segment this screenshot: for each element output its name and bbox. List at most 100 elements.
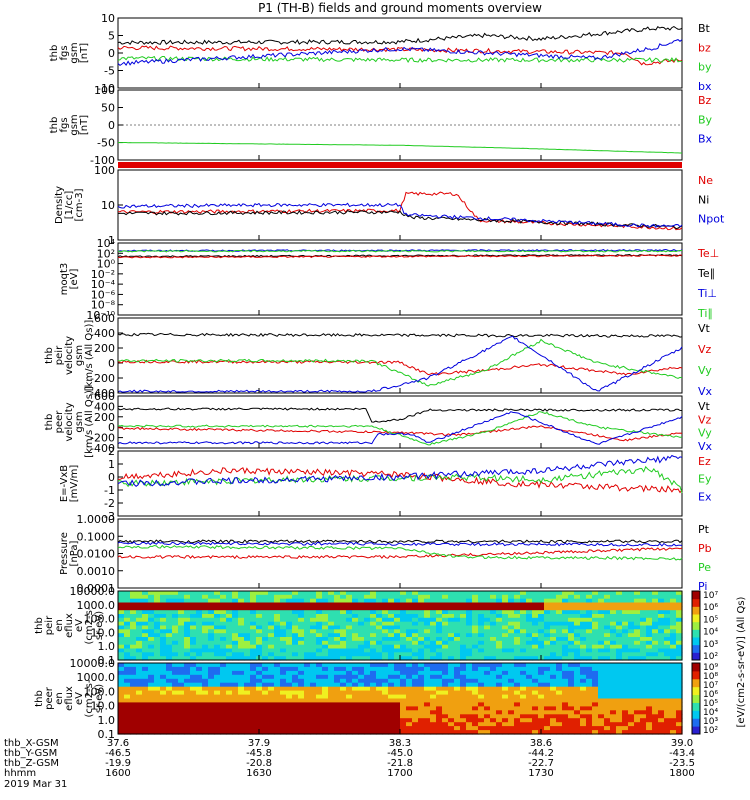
- spectrogram-cell: [244, 666, 251, 672]
- spectrogram-cell: [532, 629, 539, 634]
- spectrogram-cell: [598, 670, 605, 676]
- spectrogram-cell: [160, 633, 167, 638]
- spectrogram-cell: [472, 702, 479, 707]
- spectrogram-cell: [124, 637, 131, 642]
- spectrogram-cell: [538, 710, 545, 715]
- spectrogram-cell: [646, 730, 653, 735]
- spectrogram-cell: [412, 617, 419, 623]
- y-axis-label: moqt3: [59, 263, 70, 296]
- spectrogram-cell: [124, 686, 131, 692]
- spectrogram-cell: [262, 640, 269, 646]
- spectrogram-cell: [136, 710, 143, 715]
- spectrogram-cell: [346, 698, 353, 703]
- spectrogram-cell: [238, 714, 245, 719]
- spectrogram-cell: [316, 633, 323, 638]
- spectrogram-cell: [172, 629, 179, 634]
- spectrogram-cell: [346, 614, 353, 619]
- spectrogram-cell: [160, 730, 167, 735]
- spectrogram-cell: [472, 694, 479, 700]
- x-tick-label: -19.9: [105, 758, 131, 769]
- spectrogram-cell: [250, 629, 257, 634]
- spectrogram-cell: [598, 682, 605, 688]
- spectrogram-cell: [238, 591, 245, 596]
- spectrogram-cell: [544, 621, 551, 627]
- spectrogram-cell: [568, 690, 575, 696]
- spectrogram-cell: [400, 666, 407, 672]
- spectrogram-cell: [154, 666, 161, 672]
- spectrogram-cell: [232, 594, 239, 600]
- colorbar-segment: [692, 718, 700, 727]
- spectrogram-cell: [496, 648, 503, 653]
- spectrogram-cell: [358, 656, 365, 661]
- spectrogram-cell: [472, 718, 479, 723]
- spectrogram-cell: [496, 610, 503, 615]
- spectrogram-cell: [364, 714, 371, 719]
- x-tick-label: 38.6: [530, 738, 552, 749]
- spectrogram-cell: [358, 625, 365, 630]
- spectrogram-cell: [586, 726, 593, 731]
- spectrogram-cell: [442, 610, 449, 615]
- spectrogram-cell: [460, 640, 467, 646]
- spectrogram-cell: [364, 610, 371, 615]
- spectrogram-cell: [568, 594, 575, 600]
- spectrogram-cell: [436, 640, 443, 646]
- spectrogram-cell: [340, 686, 347, 692]
- spectrogram-cell: [280, 694, 287, 700]
- spectrogram-cell: [322, 666, 329, 672]
- spectrogram-cell: [346, 666, 353, 672]
- spectrogram-cell: [646, 674, 653, 680]
- spectrogram-cell: [172, 726, 179, 731]
- spectrogram-cell: [184, 629, 191, 634]
- spectrogram-cell: [346, 610, 353, 615]
- spectrogram-cell: [448, 714, 455, 719]
- spectrogram-cell: [196, 698, 203, 703]
- spectrogram-cell: [496, 656, 503, 661]
- spectrogram-cell: [580, 666, 587, 672]
- spectrogram-cell: [298, 718, 305, 723]
- spectrogram-cell: [268, 602, 275, 607]
- spectrogram-cell: [178, 637, 185, 642]
- spectrogram-cell: [532, 698, 539, 703]
- spectrogram-cell: [574, 706, 581, 711]
- spectrogram-cell: [208, 648, 215, 653]
- spectrogram-cell: [358, 652, 365, 657]
- spectrogram-cell: [298, 726, 305, 731]
- spectrogram-cell: [382, 678, 389, 684]
- spectrogram-cell: [514, 656, 521, 661]
- spectrogram-cell: [166, 730, 173, 735]
- spectrogram-cell: [466, 730, 473, 735]
- spectrogram-cell: [490, 656, 497, 661]
- spectrogram-cell: [178, 674, 185, 680]
- spectrogram-cell: [604, 674, 611, 680]
- colorbar-segment: [692, 702, 700, 711]
- spectrogram-cell: [616, 606, 623, 611]
- spectrogram-cell: [208, 710, 215, 715]
- spectrogram-cell: [190, 621, 197, 627]
- spectrogram-cell: [376, 648, 383, 653]
- spectrogram-cell: [184, 726, 191, 731]
- spectrogram-cell: [124, 617, 131, 623]
- spectrogram-cell: [184, 637, 191, 642]
- spectrogram-cell: [676, 652, 683, 657]
- spectrogram-cell: [550, 730, 557, 735]
- spectrogram-cell: [646, 698, 653, 703]
- spectrogram-cell: [316, 644, 323, 650]
- spectrogram-cell: [376, 698, 383, 703]
- spectrogram-cell: [274, 640, 281, 646]
- spectrogram-cell: [556, 621, 563, 627]
- spectrogram-cell: [364, 591, 371, 596]
- spectrogram-cell: [640, 686, 647, 692]
- spectrogram-cell: [478, 602, 485, 607]
- spectrogram-cell: [142, 610, 149, 615]
- x-tick-label: -46.5: [105, 748, 131, 759]
- spectrogram-cell: [268, 644, 275, 650]
- spectrogram-cell: [166, 648, 173, 653]
- spectrogram-cell: [136, 637, 143, 642]
- spectrogram-cell: [400, 614, 407, 619]
- spectrogram-cell: [238, 621, 245, 627]
- spectrogram-cell: [634, 621, 641, 627]
- spectrogram-cell: [586, 730, 593, 735]
- spectrogram-cell: [220, 594, 227, 600]
- spectrogram-cell: [238, 648, 245, 653]
